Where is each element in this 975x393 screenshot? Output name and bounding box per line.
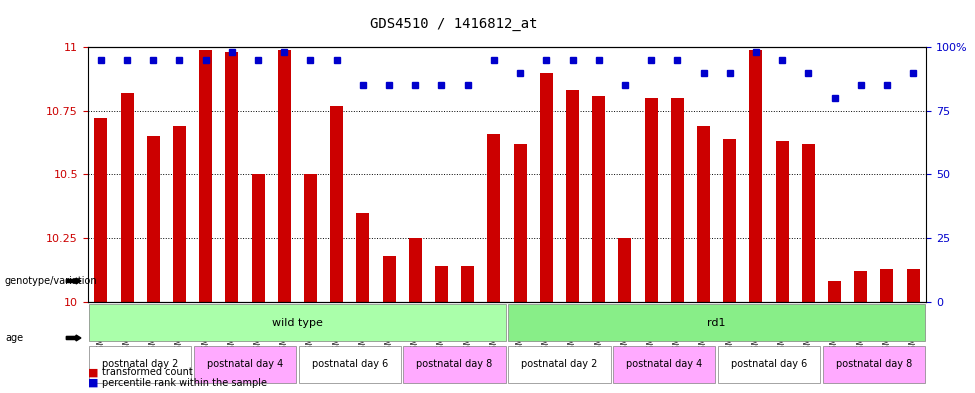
- FancyBboxPatch shape: [298, 345, 401, 383]
- Text: postnatal day 6: postnatal day 6: [312, 359, 388, 369]
- Text: postnatal day 8: postnatal day 8: [416, 359, 492, 369]
- Bar: [566, 90, 579, 302]
- Bar: [199, 50, 213, 302]
- Bar: [252, 174, 264, 302]
- Bar: [461, 266, 474, 302]
- Bar: [750, 50, 762, 302]
- Bar: [435, 266, 449, 302]
- FancyBboxPatch shape: [89, 304, 506, 342]
- Bar: [854, 271, 868, 302]
- Text: transformed count: transformed count: [102, 367, 193, 377]
- Bar: [723, 139, 736, 302]
- Text: age: age: [5, 333, 23, 343]
- Text: ■: ■: [88, 367, 98, 377]
- Text: postnatal day 2: postnatal day 2: [522, 359, 598, 369]
- Bar: [382, 256, 396, 302]
- FancyBboxPatch shape: [613, 345, 716, 383]
- Bar: [644, 98, 658, 302]
- Text: percentile rank within the sample: percentile rank within the sample: [102, 378, 267, 388]
- Bar: [278, 50, 291, 302]
- Text: wild type: wild type: [272, 318, 323, 328]
- Bar: [488, 134, 500, 302]
- Bar: [775, 141, 789, 302]
- Bar: [801, 144, 815, 302]
- Bar: [95, 118, 107, 302]
- FancyBboxPatch shape: [718, 345, 820, 383]
- Bar: [225, 52, 239, 302]
- Bar: [880, 269, 893, 302]
- FancyBboxPatch shape: [89, 345, 191, 383]
- Bar: [907, 269, 919, 302]
- FancyBboxPatch shape: [194, 345, 296, 383]
- Bar: [514, 144, 526, 302]
- Bar: [828, 281, 841, 302]
- Bar: [356, 213, 370, 302]
- Bar: [331, 106, 343, 302]
- Bar: [697, 126, 710, 302]
- Bar: [540, 73, 553, 302]
- Bar: [304, 174, 317, 302]
- Bar: [671, 98, 683, 302]
- Bar: [409, 238, 422, 302]
- Bar: [146, 136, 160, 302]
- Text: postnatal day 4: postnatal day 4: [207, 359, 283, 369]
- Bar: [121, 93, 134, 302]
- Text: GDS4510 / 1416812_at: GDS4510 / 1416812_at: [370, 17, 538, 31]
- FancyBboxPatch shape: [404, 345, 506, 383]
- Text: postnatal day 8: postnatal day 8: [836, 359, 912, 369]
- Bar: [173, 126, 186, 302]
- Text: ■: ■: [88, 378, 98, 388]
- Bar: [618, 238, 632, 302]
- Text: postnatal day 2: postnatal day 2: [102, 359, 178, 369]
- Bar: [592, 95, 605, 302]
- Text: postnatal day 4: postnatal day 4: [626, 359, 702, 369]
- Text: rd1: rd1: [708, 318, 725, 328]
- Text: postnatal day 6: postnatal day 6: [731, 359, 807, 369]
- FancyBboxPatch shape: [508, 304, 925, 342]
- Text: genotype/variation: genotype/variation: [5, 276, 98, 286]
- FancyBboxPatch shape: [823, 345, 925, 383]
- FancyBboxPatch shape: [508, 345, 610, 383]
